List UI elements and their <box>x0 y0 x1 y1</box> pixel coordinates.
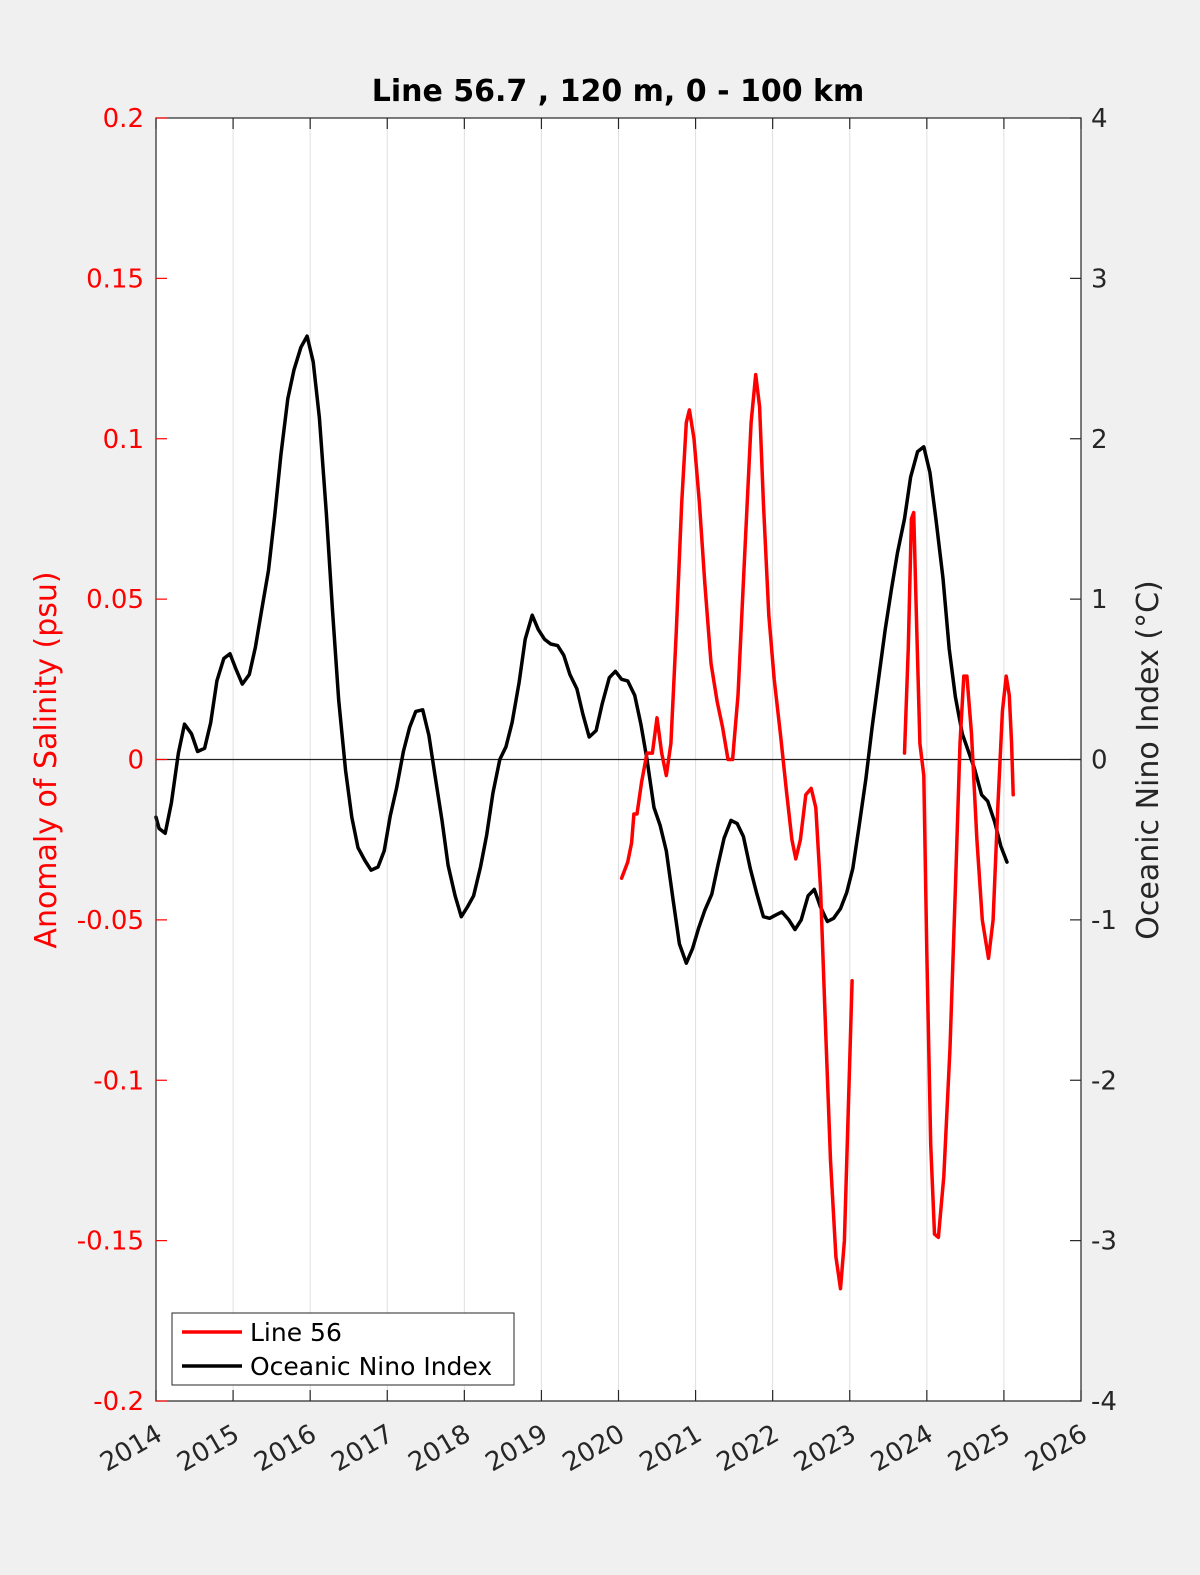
y-left-tick-label: 0.1 <box>103 425 144 455</box>
x-tick-label: 2019 <box>481 1419 553 1478</box>
y-left-tick-label: -0.1 <box>93 1066 144 1096</box>
legend-box <box>171 1312 515 1386</box>
x-tick-label: 2022 <box>712 1419 784 1478</box>
y-right-tick-label: -4 <box>1091 1387 1117 1417</box>
legend-label-oni: Oceanic Nino Index <box>250 1352 492 1381</box>
y-left-tick-label: -0.05 <box>77 906 144 936</box>
y-left-tick-label: 0.2 <box>103 104 144 134</box>
y-axis-left-label: Anomaly of Salinity (psu) <box>29 571 64 948</box>
series-line-56-segment-0 <box>619 372 854 1291</box>
y-right-tick-label: -2 <box>1091 1066 1117 1096</box>
x-tick-label: 2025 <box>943 1419 1015 1478</box>
x-tick-label: 2024 <box>866 1419 938 1478</box>
y-left-tick-label: 0 <box>127 746 144 776</box>
y-right-tick-label: 2 <box>1091 425 1108 455</box>
x-tick-label: 2014 <box>95 1419 167 1478</box>
series-oni-segment-0 <box>154 334 1009 965</box>
x-tick-label: 2016 <box>249 1419 321 1478</box>
y-right-tick-label: -3 <box>1091 1227 1117 1257</box>
x-tick-label: 2017 <box>326 1419 398 1478</box>
series-layer <box>154 334 1015 1291</box>
y-right-tick-label: 1 <box>1091 585 1108 615</box>
y-right-tick-label: 3 <box>1091 264 1108 294</box>
chart-title: Line 56.7 , 120 m, 0 - 100 km <box>372 74 865 109</box>
y-right-tick-label: 4 <box>1091 104 1108 134</box>
x-tick-label: 2026 <box>1020 1419 1092 1478</box>
x-tick-label: 2015 <box>172 1419 244 1478</box>
y-right-tick-label: -1 <box>1091 906 1117 936</box>
y-left-tick-label: -0.15 <box>77 1227 144 1257</box>
legend-label-line-56: Line 56 <box>250 1318 342 1347</box>
y-right-tick-label: 0 <box>1091 746 1108 776</box>
x-tick-label: 2023 <box>789 1419 861 1478</box>
y-left-tick-label: 0.15 <box>86 264 144 294</box>
x-tick-label: 2020 <box>558 1419 630 1478</box>
series-line-56-segment-1 <box>902 510 1015 1240</box>
x-tick-label: 2018 <box>404 1419 476 1478</box>
legend: Line 56 Oceanic Nino Index <box>171 1312 515 1386</box>
x-tick-label: 2021 <box>635 1419 707 1478</box>
y-axis-right-label: Oceanic Nino Index (°C) <box>1131 580 1166 940</box>
y-left-tick-label: 0.05 <box>86 585 144 615</box>
y-left-tick-label: -0.2 <box>93 1387 144 1417</box>
